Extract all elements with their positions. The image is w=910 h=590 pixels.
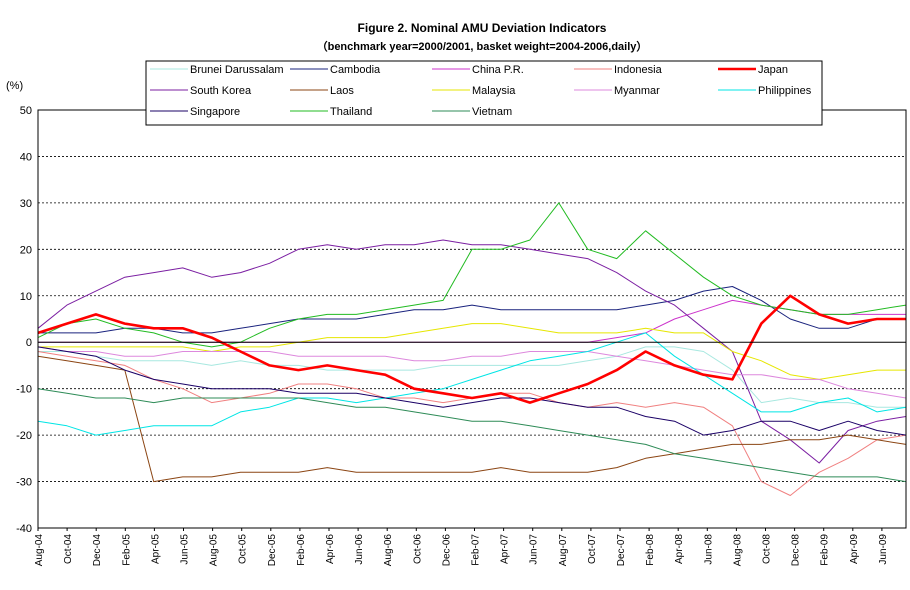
y-tick-label: 10 (20, 291, 32, 303)
x-tick-label: Apr-09 (849, 534, 860, 564)
legend-box (145, 60, 823, 126)
plot-border (37, 109, 907, 529)
y-tick-label: 50 (20, 105, 32, 117)
x-tick-label: Apr-08 (674, 534, 685, 564)
y-tick-label: 30 (20, 198, 32, 210)
series-lines (37, 202, 907, 496)
series-line (38, 299, 906, 343)
x-tick-label: Jun-08 (703, 534, 714, 565)
series-line (37, 294, 906, 404)
legend-label: Philippines (758, 85, 812, 97)
series-line (37, 239, 907, 464)
series-line (38, 286, 906, 334)
series-line (37, 388, 907, 483)
x-tick-label: Jun-05 (180, 534, 191, 565)
x-tick-labels: Aug-04 Oct-04 Dec-04 Feb-05 Apr-05 Jun-05 Aug-… (34, 528, 889, 566)
y-tick-label: -10 (16, 384, 32, 396)
legend-label: Thailand (330, 106, 372, 118)
x-tick-label: Feb-07 (471, 534, 482, 566)
y-tick-label: -20 (16, 430, 32, 442)
series-line (37, 332, 907, 436)
legend-label: Myanmar (614, 85, 660, 97)
series-line (37, 346, 907, 399)
x-tick-label: Dec-06 (441, 534, 452, 567)
legend-label: Brunei Darussalam (190, 64, 284, 76)
x-tick-label: Feb-05 (121, 534, 132, 566)
y-tick-label: 20 (20, 244, 32, 256)
x-tick-label: Aug-07 (558, 534, 569, 567)
x-tick-label: Apr-05 (150, 534, 161, 564)
y-tick-labels: 50 40 30 20 10 0 -10 -20 -30 -40 (16, 105, 32, 535)
chart-subtitle: （benchmark year=2000/2001, basket weight… (317, 40, 648, 53)
legend-label: Vietnam (472, 106, 512, 118)
x-tick-label: Jun-09 (878, 534, 889, 565)
y-axis-label: (%) (6, 80, 23, 92)
legend: Brunei Darussalam Cambodia China P.R. Indon… (145, 60, 823, 126)
x-tick-label: Dec-08 (791, 534, 802, 567)
x-tick-label: Aug-08 (732, 534, 743, 567)
x-tick-label: Feb-06 (296, 534, 307, 566)
x-tick-label: Oct-06 (412, 534, 423, 564)
x-tick-label: Apr-06 (325, 534, 336, 564)
series-line (37, 346, 907, 436)
grid-lines (38, 156, 906, 482)
series-line (37, 355, 907, 483)
series-line (38, 346, 906, 408)
x-tick-label: Feb-09 (820, 534, 831, 566)
y-tick-label: 0 (26, 337, 32, 349)
x-tick-label: Oct-08 (762, 534, 773, 564)
x-tick-label: Feb-08 (645, 534, 656, 566)
series-line (38, 323, 906, 380)
x-tick-label: Jun-07 (529, 534, 540, 565)
legend-label: Indonesia (614, 64, 663, 76)
x-tick-label: Dec-04 (92, 534, 103, 567)
y-tick-label: 40 (20, 151, 32, 163)
x-tick-label: Aug-05 (209, 534, 220, 567)
legend-label: Malaysia (472, 85, 516, 97)
y-tick-label: -40 (16, 523, 32, 535)
x-tick-label: Jun-06 (354, 534, 365, 565)
x-tick-label: Oct-05 (238, 534, 249, 564)
legend-label: Laos (330, 85, 354, 97)
series-line (37, 202, 907, 348)
chart-title: Figure 2. Nominal AMU Deviation Indicato… (358, 21, 607, 35)
legend-label: South Korea (190, 85, 252, 97)
x-tick-label: Oct-04 (63, 534, 74, 564)
y-tick-label: -30 (16, 477, 32, 489)
x-tick-label: Aug-04 (34, 534, 45, 567)
x-tick-label: Apr-07 (500, 534, 511, 564)
x-tick-label: Dec-07 (616, 534, 627, 567)
legend-label: China P.R. (472, 64, 524, 76)
legend-label: Cambodia (330, 64, 381, 76)
x-tick-label: Dec-05 (267, 534, 278, 567)
legend-label: Singapore (190, 106, 240, 118)
series-line (37, 351, 907, 496)
legend-label: Japan (758, 64, 788, 76)
x-tick-label: Aug-06 (383, 534, 394, 567)
x-tick-label: Oct-07 (587, 534, 598, 564)
